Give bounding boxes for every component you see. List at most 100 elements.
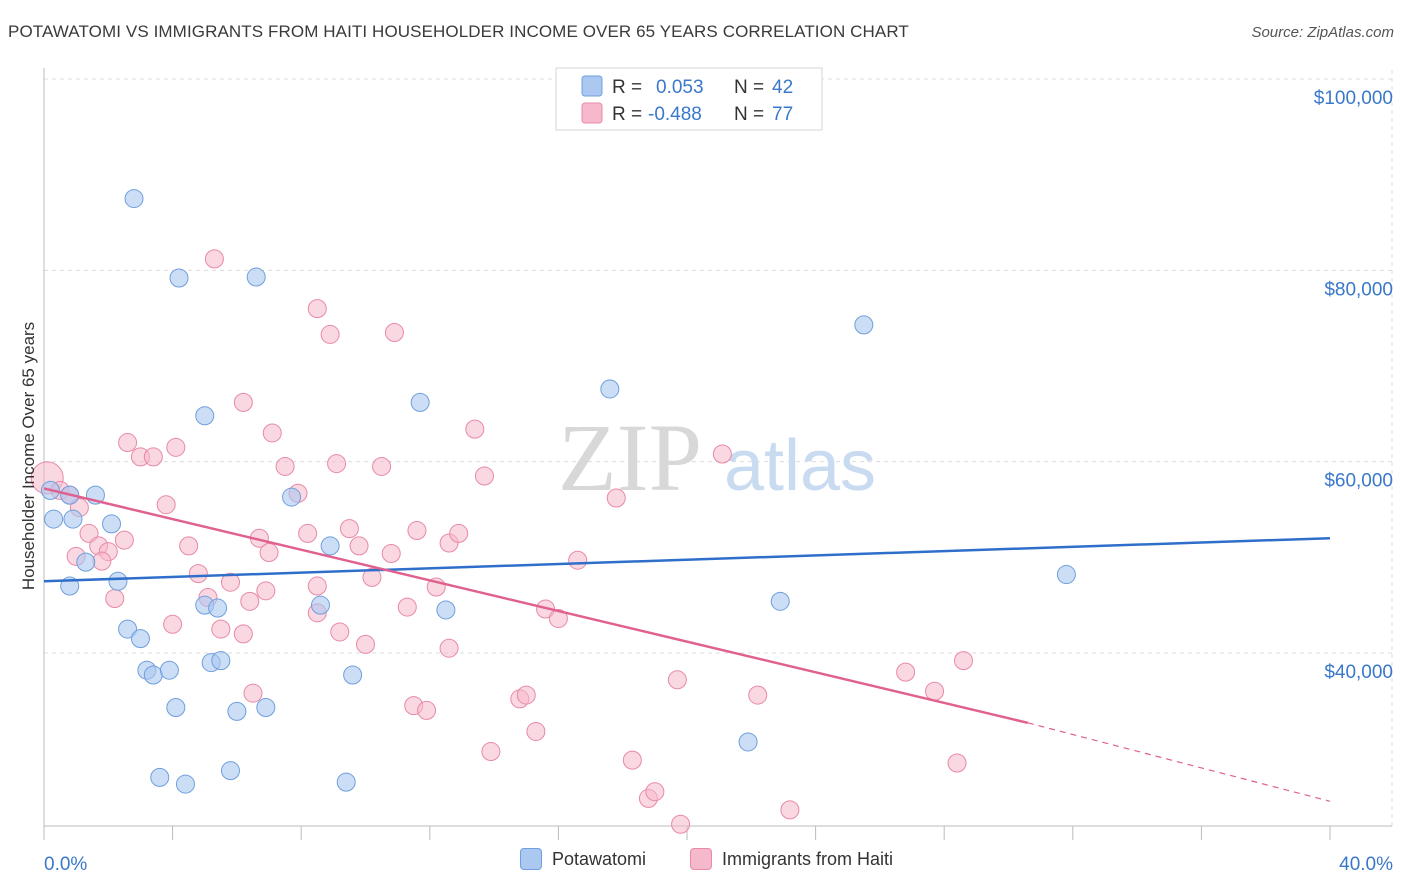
watermark-zip: ZIP	[558, 404, 702, 511]
trend-lines	[43, 487, 1331, 802]
point-haiti	[298, 523, 318, 543]
point-haiti	[780, 800, 800, 820]
point-potawatomi	[227, 701, 247, 721]
point-potawatomi	[208, 598, 228, 618]
point-potawatomi	[436, 600, 456, 620]
point-haiti	[114, 530, 134, 550]
point-potawatomi	[600, 379, 620, 399]
point-haiti	[439, 638, 459, 658]
point-haiti	[327, 454, 347, 474]
legend-label-potawatomi: Potawatomi	[552, 848, 647, 869]
point-haiti	[516, 685, 536, 705]
point-potawatomi	[343, 665, 363, 685]
point-haiti	[179, 536, 199, 556]
legend-r-label-2: R =	[612, 104, 642, 125]
point-haiti	[526, 721, 546, 741]
trend-line-potawatomi	[43, 536, 1331, 583]
legend-n-value-1: 42	[772, 77, 793, 98]
legend-swatch-potawatomi	[520, 848, 542, 870]
point-haiti	[362, 567, 382, 587]
x-tick-label: 0.0%	[44, 854, 87, 875]
legend-label-haiti: Immigrants from Haiti	[722, 848, 894, 869]
watermark: ZIP atlas	[558, 404, 876, 511]
legend-n-value-2: 77	[772, 104, 793, 125]
legend-item-haiti: Immigrants from Haiti	[690, 848, 893, 870]
point-haiti	[211, 619, 231, 639]
point-potawatomi	[282, 487, 302, 507]
legend-r-value-1: 0.053	[656, 77, 704, 98]
point-haiti	[372, 456, 392, 476]
point-haiti	[188, 564, 208, 584]
point-potawatomi	[1056, 565, 1076, 585]
point-haiti	[118, 433, 138, 453]
point-potawatomi	[102, 514, 122, 534]
point-haiti	[163, 614, 183, 634]
point-haiti	[947, 753, 967, 773]
point-haiti	[407, 521, 427, 541]
point-haiti	[712, 444, 732, 464]
point-haiti	[667, 670, 687, 690]
y-tick-label: $100,000	[1314, 88, 1393, 109]
point-potawatomi	[130, 629, 150, 649]
point-haiti	[481, 742, 501, 762]
point-haiti	[465, 419, 485, 439]
point-haiti	[204, 249, 224, 269]
point-haiti	[349, 536, 369, 556]
legend-item-potawatomi: Potawatomi	[520, 848, 646, 870]
point-potawatomi	[220, 761, 240, 781]
point-potawatomi	[854, 315, 874, 335]
point-potawatomi	[246, 267, 266, 287]
source-label: Source: ZipAtlas.com	[1251, 24, 1394, 41]
legend-n-label-2: N =	[734, 104, 764, 125]
legend-r-label-1: R =	[612, 77, 642, 98]
point-haiti	[671, 814, 691, 834]
point-haiti	[105, 588, 125, 608]
point-haiti	[240, 591, 260, 611]
point-potawatomi	[211, 651, 231, 671]
chart-title: POTAWATOMI VS IMMIGRANTS FROM HAITI HOUS…	[8, 22, 909, 41]
legend-swatch-haiti	[690, 848, 712, 870]
legend-swatch-blue	[581, 75, 603, 97]
point-haiti	[568, 550, 588, 570]
point-potawatomi	[44, 509, 64, 529]
point-potawatomi	[738, 732, 758, 752]
point-potawatomi	[166, 698, 186, 718]
point-haiti	[381, 544, 401, 564]
point-haiti	[397, 597, 417, 617]
trend-line-haiti-extension	[1027, 722, 1331, 802]
point-haiti	[156, 495, 176, 515]
trend-line-haiti	[43, 487, 1029, 725]
point-potawatomi	[150, 767, 170, 787]
legend-swatch-pink	[581, 102, 603, 124]
legend-r-value-2: -0.488	[648, 104, 702, 125]
point-haiti	[622, 750, 642, 770]
x-tick-label: 40.0%	[1339, 854, 1393, 875]
point-potawatomi	[310, 595, 330, 615]
point-potawatomi	[336, 772, 356, 792]
y-tick-label: $80,000	[1324, 279, 1393, 300]
point-haiti	[417, 700, 437, 720]
point-potawatomi	[159, 660, 179, 680]
point-potawatomi	[169, 268, 189, 288]
watermark-atlas: atlas	[724, 426, 876, 506]
point-potawatomi	[175, 774, 195, 794]
point-haiti	[606, 488, 626, 508]
point-haiti	[925, 681, 945, 701]
point-haiti	[953, 651, 973, 671]
point-haiti	[320, 324, 340, 344]
point-haiti	[339, 519, 359, 539]
point-haiti	[220, 572, 240, 592]
point-potawatomi	[410, 392, 430, 412]
point-potawatomi	[63, 509, 83, 529]
point-haiti	[166, 437, 186, 457]
tick-labels: $40,000 $60,000 $80,000 $100,000 0.0% 40.0%	[44, 88, 1393, 875]
legend-n-label-1: N =	[734, 77, 764, 98]
point-haiti	[259, 543, 279, 563]
point-haiti	[92, 551, 112, 571]
point-potawatomi	[770, 591, 790, 611]
legend-series: Potawatomi Immigrants from Haiti	[0, 848, 1406, 878]
y-tick-label: $40,000	[1324, 662, 1393, 683]
grid-lines	[44, 70, 1393, 826]
point-haiti	[243, 683, 263, 703]
point-haiti	[384, 323, 404, 343]
